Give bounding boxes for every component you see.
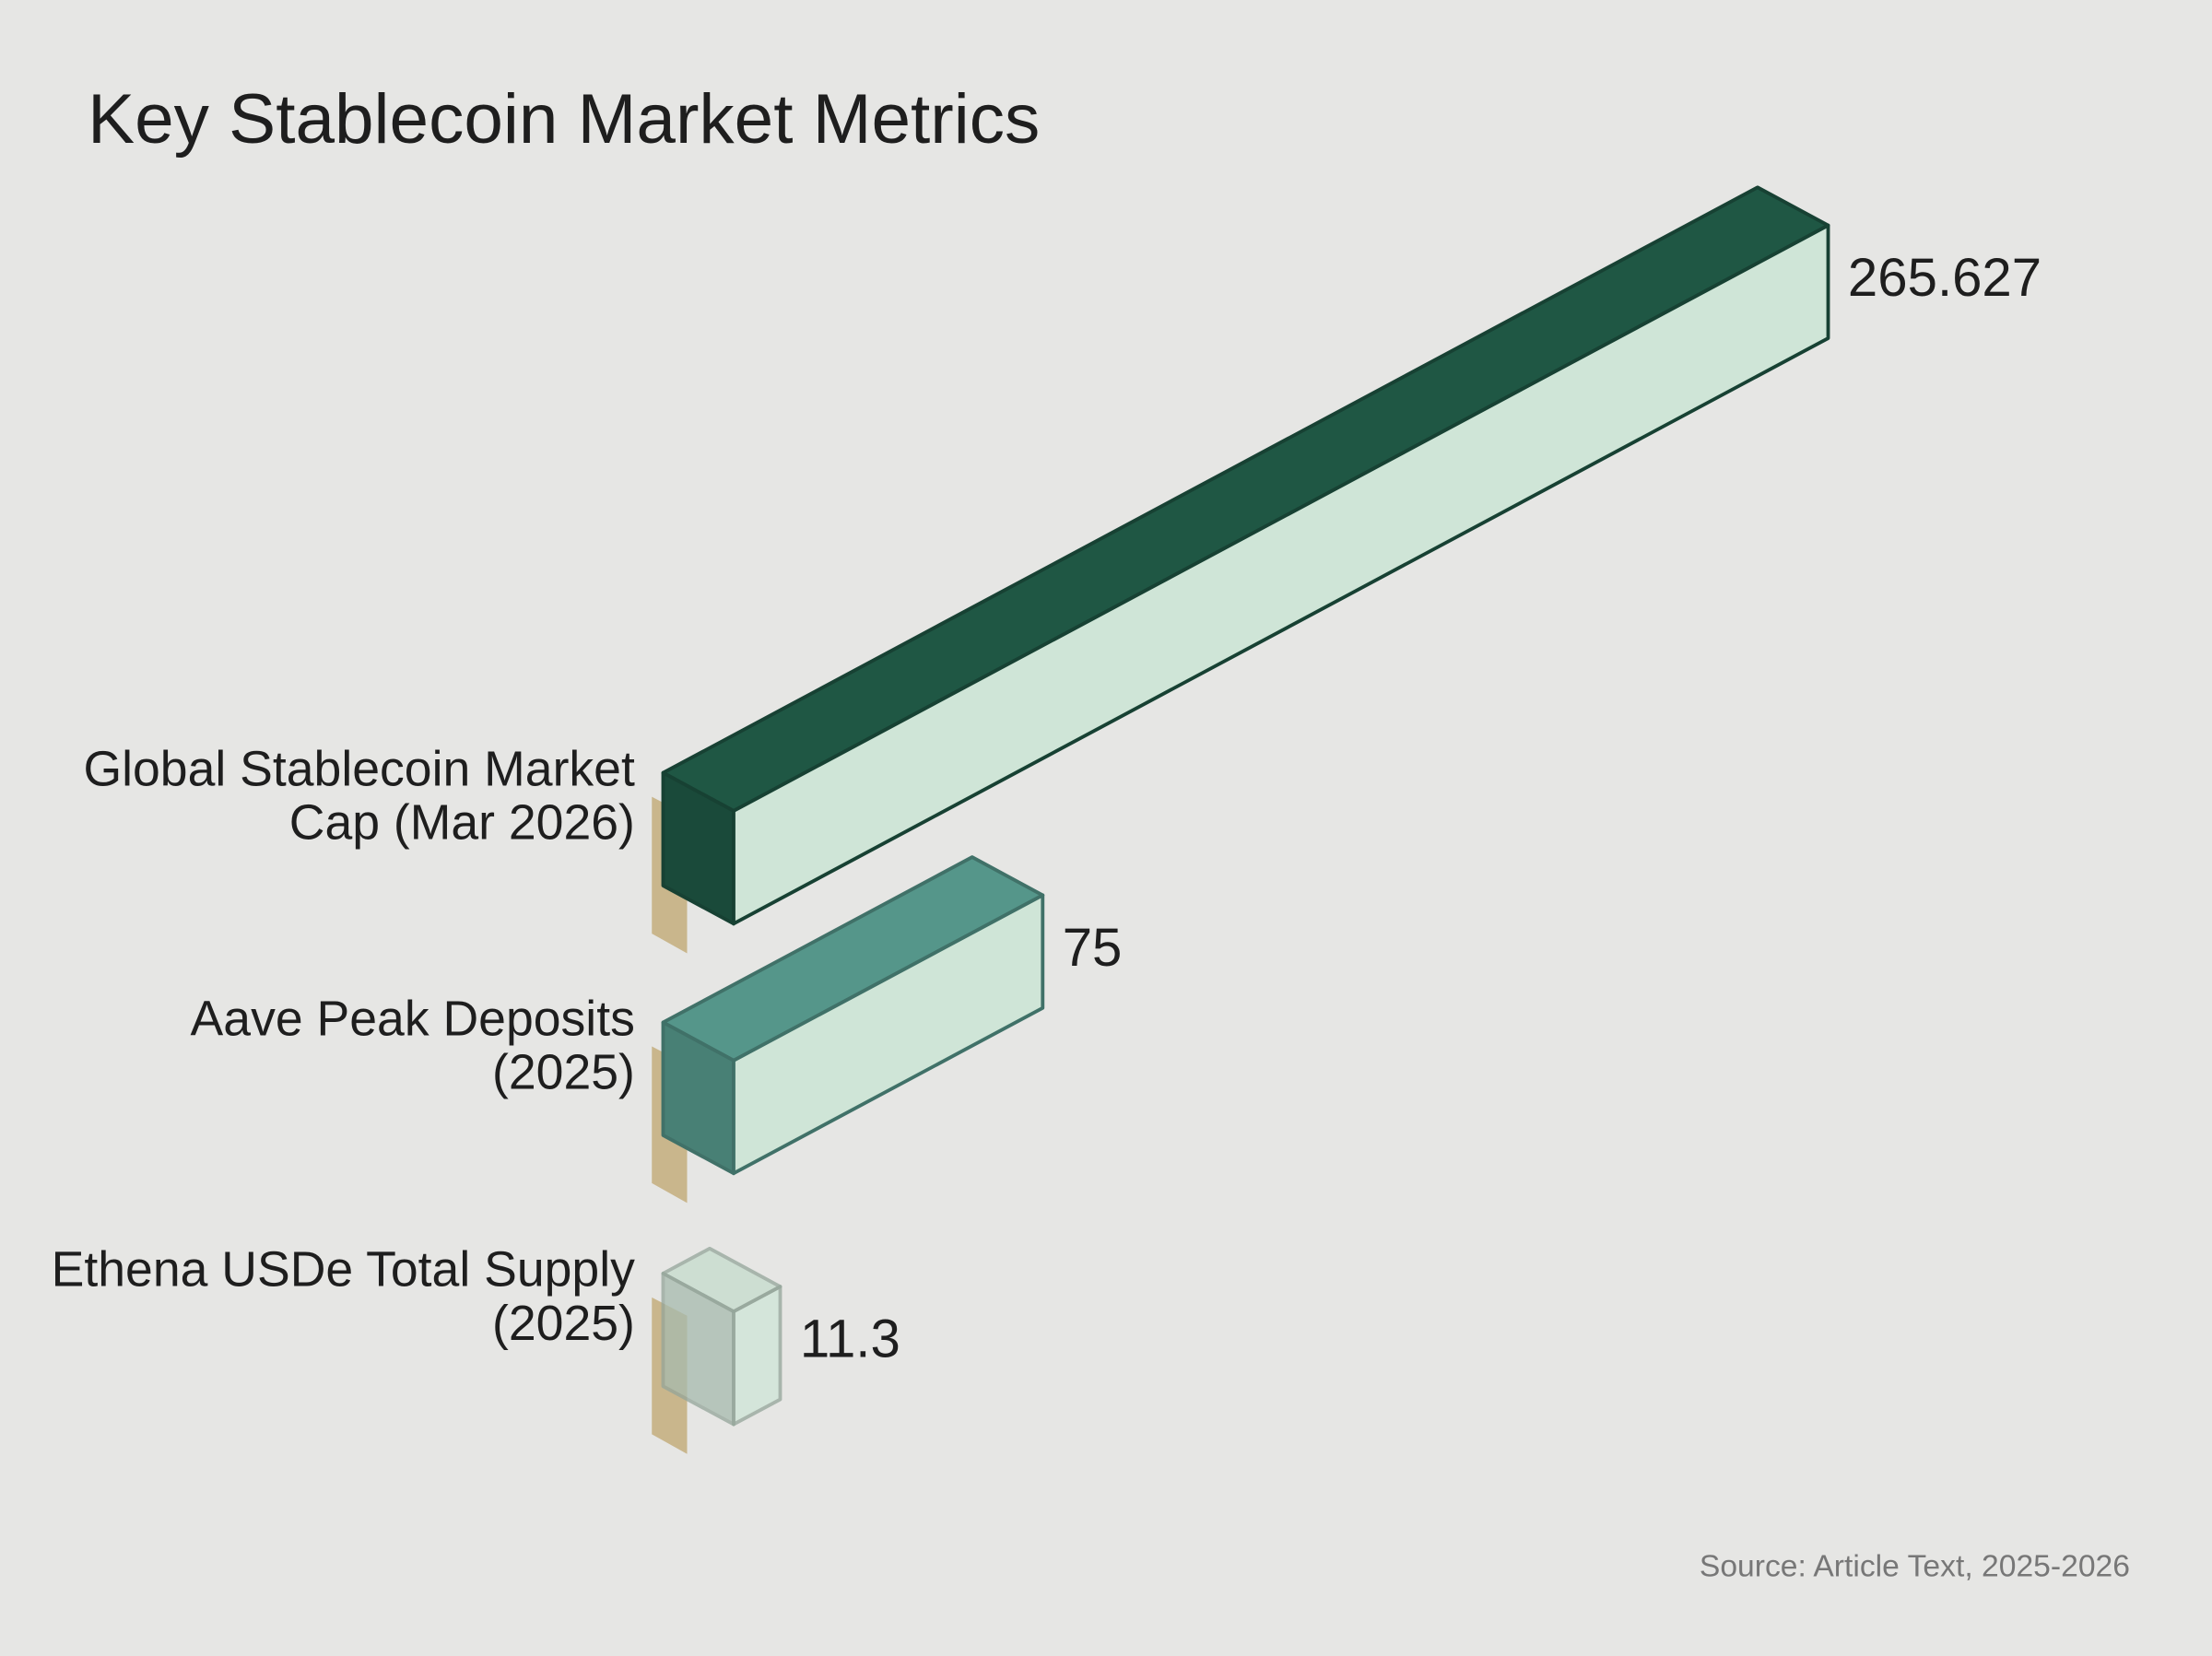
bar-front bbox=[732, 893, 1045, 1176]
bar-front bbox=[732, 1285, 782, 1427]
category-label-box: Aave Peak Deposits (2025) bbox=[190, 991, 635, 1100]
chart-title: Key Stablecoin Market Metrics bbox=[88, 80, 1040, 159]
category-label: Ethena USDe Total Supply (2025) bbox=[51, 1241, 635, 1352]
category-label-box: Global Stablecoin Market Cap (Mar 2026) bbox=[83, 741, 635, 851]
bar bbox=[652, 855, 1045, 1204]
category-label-box: Ethena USDe Total Supply (2025) bbox=[51, 1241, 635, 1352]
bar-top bbox=[661, 185, 1830, 813]
value-label: 265.627 bbox=[1848, 248, 2041, 308]
bar bbox=[652, 1246, 782, 1454]
value-label: 75 bbox=[1063, 918, 1123, 978]
category-label: Aave Peak Deposits (2025) bbox=[190, 991, 635, 1100]
source-note: Source: Article Text, 2025-2026 bbox=[1700, 1550, 2130, 1584]
category-label: Global Stablecoin Market Cap (Mar 2026) bbox=[83, 741, 635, 851]
bar bbox=[652, 185, 1830, 954]
value-label: 11.3 bbox=[800, 1310, 900, 1369]
bar-front bbox=[732, 223, 1830, 926]
